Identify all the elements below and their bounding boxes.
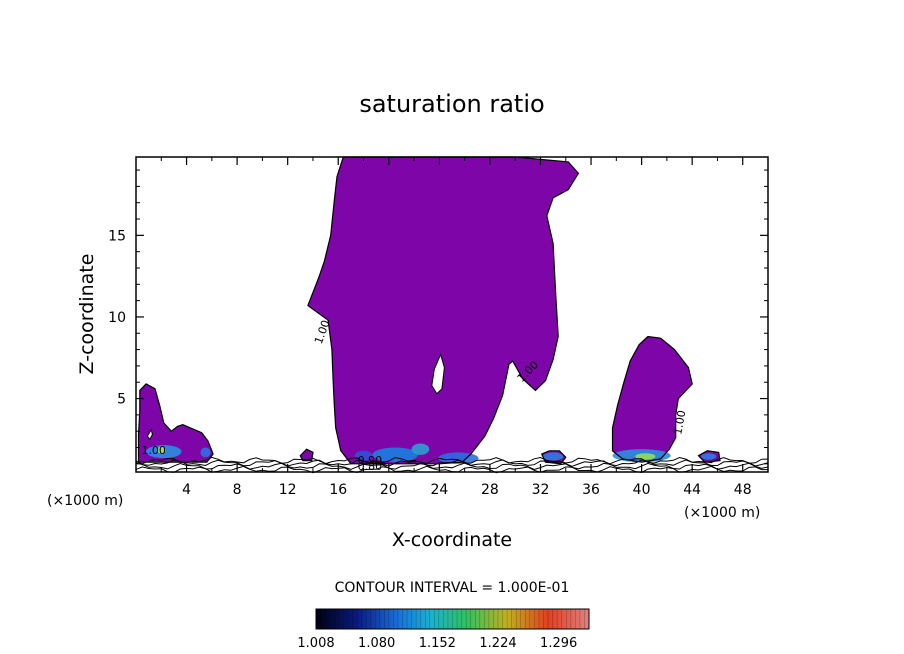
contour-label: 0.90 <box>358 454 383 467</box>
x-unit-right: (×1000 m) <box>684 505 760 521</box>
region-patch-14 <box>300 449 313 461</box>
y-tick-label: 5 <box>117 392 126 408</box>
colorbar-labels: 1.008 1.080 1.152 1.224 1.296 <box>297 636 577 651</box>
contour-outlines <box>137 156 721 465</box>
outline-main-cloud <box>307 156 580 465</box>
x-tick-label: 32 <box>532 482 550 498</box>
x-tick-label: 8 <box>233 482 242 498</box>
colorbar-ticks <box>320 609 585 629</box>
ground-contour-3 <box>135 459 769 467</box>
outline-patch-33 <box>540 450 567 465</box>
hotspot-6 <box>635 453 656 460</box>
hotspot-4 <box>354 450 373 461</box>
hole-2 <box>146 428 153 441</box>
x-tick-label: 40 <box>633 482 651 498</box>
colorbar-label: 1.152 <box>419 636 456 651</box>
region-main-cloud <box>307 157 579 464</box>
contour-holes <box>146 353 445 441</box>
colorbar <box>315 608 590 630</box>
colorbar-label: 1.296 <box>540 636 577 651</box>
ground-contour-4 <box>135 456 769 465</box>
outline-patch-45 <box>697 450 721 463</box>
contour-label: 0.80 <box>358 460 383 473</box>
chart-title: saturation ratio <box>359 90 544 118</box>
x-tick-label: 48 <box>734 482 752 498</box>
x-tick-label: 4 <box>182 482 191 498</box>
hotspot-1 <box>372 447 418 463</box>
x-tick-label: 16 <box>329 482 347 498</box>
contour-label: 1.00 <box>141 444 166 457</box>
hotspot-11 <box>701 453 717 460</box>
x-axis-label: X-coordinate <box>392 529 512 551</box>
contour-fills <box>138 157 720 464</box>
x-unit-left: (×1000 m) <box>47 493 123 509</box>
x-axis-ticks: 4 8 12 16 20 24 28 32 36 40 44 48 <box>160 157 752 498</box>
region-left-cloud <box>138 383 214 463</box>
plot-area: 1.001.001.001.000.900.80 <box>135 156 769 474</box>
near-ground-contours <box>135 456 769 474</box>
x-tick-label: 44 <box>683 482 701 498</box>
x-tick-label: 24 <box>430 482 448 498</box>
hotspot-10 <box>543 452 564 461</box>
x-tick-label: 12 <box>279 482 297 498</box>
x-tick-label: 28 <box>481 482 499 498</box>
x-tick-label: 20 <box>380 482 398 498</box>
outline-right-cloud <box>611 335 693 463</box>
x-tick-label: 36 <box>582 482 600 498</box>
hotspot-8 <box>156 446 166 454</box>
hotspot-9 <box>200 447 211 458</box>
y-tick-label: 10 <box>108 310 126 326</box>
high-value-spots <box>146 443 717 464</box>
colorbar-label: 1.080 <box>358 636 395 651</box>
ground-contour-2 <box>135 462 769 471</box>
y-tick-label: 15 <box>108 228 126 244</box>
outline-left-cloud <box>137 383 214 463</box>
hole-1 <box>431 353 445 395</box>
y-axis-ticks: 5 10 15 <box>108 169 768 465</box>
contour-label: 1.00 <box>671 409 688 435</box>
contour-interval-label: CONTOUR INTERVAL = 1.000E-01 <box>335 580 570 596</box>
region-right-cloud <box>612 336 693 463</box>
colorbar-label: 1.008 <box>297 636 334 651</box>
colorbar-label: 1.224 <box>479 636 516 651</box>
hotspot-2 <box>411 443 430 455</box>
hotspot-3 <box>438 452 479 464</box>
y-axis-label: Z-coordinate <box>76 254 98 375</box>
plot-frame <box>135 156 769 473</box>
